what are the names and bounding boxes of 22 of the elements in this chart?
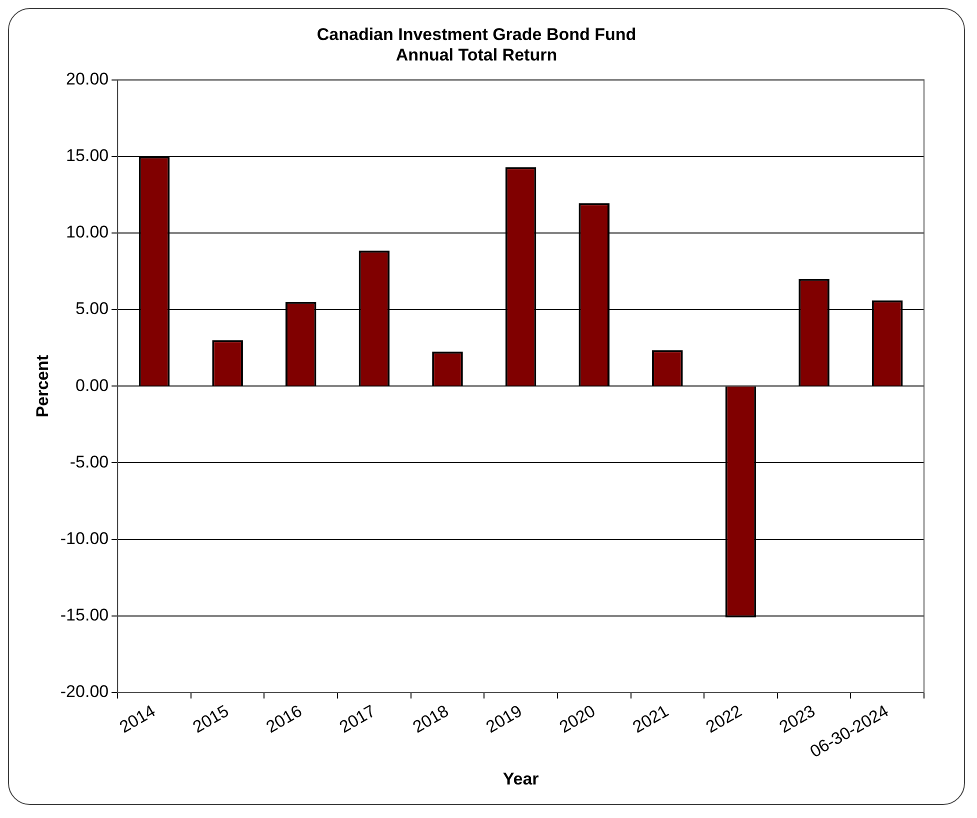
chart-subtitle: Annual Total Return [396,45,558,64]
y-tick-label: 10.00 [66,222,109,242]
x-tick-label: 2014 [116,701,159,737]
x-tick-label: 2020 [556,701,598,737]
y-axis-title: Percent [32,354,52,418]
x-tick-label: 2015 [190,701,232,737]
y-tick-label: -10.00 [60,528,109,548]
y-tick-label: -5.00 [70,452,109,472]
x-tick-label: 2021 [630,701,672,737]
y-tick-label: -15.00 [60,606,109,625]
y-tick-label: 20.00 [66,69,109,88]
chart-title: Canadian Investment Grade Bond Fund [316,24,636,44]
y-tick-label: 5.00 [76,299,109,318]
y-tick-label: -20.00 [60,682,109,702]
y-tick-label: 15.00 [66,146,109,166]
x-tick-label: 2018 [410,701,452,737]
x-tick-label: 2016 [262,701,306,737]
y-tick-label: 0.00 [76,376,109,395]
x-tick-label: 2017 [336,701,379,737]
x-tick-label: 2022 [702,701,746,737]
x-axis-title: Year [502,769,540,788]
x-tick-label: 2019 [482,701,526,737]
